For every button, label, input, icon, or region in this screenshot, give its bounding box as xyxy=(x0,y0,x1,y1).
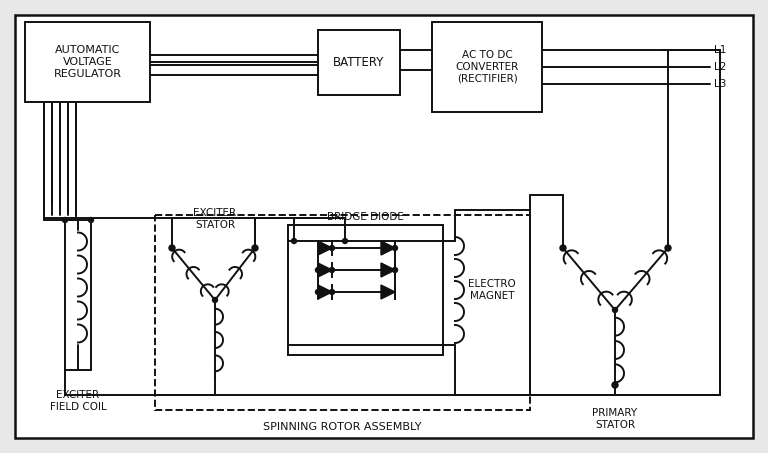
Text: EXCITER
FIELD COIL: EXCITER FIELD COIL xyxy=(50,390,107,412)
Bar xyxy=(25,22,150,102)
Circle shape xyxy=(292,238,296,244)
Circle shape xyxy=(316,289,320,294)
Text: SPINNING ROTOR ASSEMBLY: SPINNING ROTOR ASSEMBLY xyxy=(263,422,422,432)
Circle shape xyxy=(329,268,335,273)
Circle shape xyxy=(169,245,175,251)
Polygon shape xyxy=(381,241,395,255)
Circle shape xyxy=(62,217,68,222)
Circle shape xyxy=(343,238,347,244)
Circle shape xyxy=(612,382,618,388)
Circle shape xyxy=(213,298,217,303)
Text: EXCITER
STATOR: EXCITER STATOR xyxy=(194,208,237,230)
Text: PRIMARY
STATOR: PRIMARY STATOR xyxy=(592,408,637,429)
Polygon shape xyxy=(318,241,332,255)
Bar xyxy=(318,30,400,95)
Circle shape xyxy=(316,268,320,273)
Circle shape xyxy=(252,245,258,251)
Text: BATTERY: BATTERY xyxy=(333,56,385,69)
Bar xyxy=(288,225,443,355)
Polygon shape xyxy=(318,263,332,277)
Circle shape xyxy=(329,289,335,294)
Text: ELECTRO
MAGNET: ELECTRO MAGNET xyxy=(468,279,516,301)
Polygon shape xyxy=(381,285,395,299)
Text: L3: L3 xyxy=(714,79,727,89)
Bar xyxy=(155,215,530,410)
Text: L1: L1 xyxy=(714,45,727,55)
Circle shape xyxy=(560,245,566,251)
Text: AC TO DC
CONVERTER
(RECTIFIER): AC TO DC CONVERTER (RECTIFIER) xyxy=(455,50,518,84)
Text: BRIDGE DIODE: BRIDGE DIODE xyxy=(326,212,403,222)
Circle shape xyxy=(665,245,671,251)
Polygon shape xyxy=(381,263,395,277)
Text: L2: L2 xyxy=(714,62,727,72)
Circle shape xyxy=(392,246,398,251)
Circle shape xyxy=(613,308,617,313)
Text: AUTOMATIC
VOLTAGE
REGULATOR: AUTOMATIC VOLTAGE REGULATOR xyxy=(54,45,121,79)
Circle shape xyxy=(329,246,335,251)
Polygon shape xyxy=(318,285,332,299)
Bar xyxy=(432,22,542,112)
Circle shape xyxy=(88,217,94,222)
Circle shape xyxy=(392,268,398,273)
